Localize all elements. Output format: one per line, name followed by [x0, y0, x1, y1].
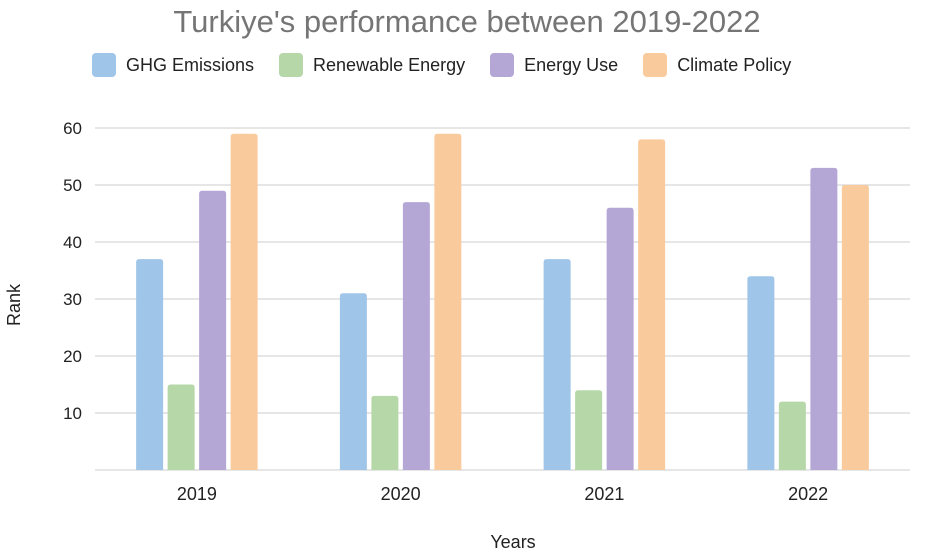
- legend-item-ghg-emissions: GHG Emissions: [92, 53, 254, 77]
- y-tick-label: 30: [63, 290, 82, 309]
- bar-climate-policy: [841, 185, 869, 470]
- bar-ghg-emissions: [543, 259, 571, 470]
- x-tick-label: 2020: [381, 484, 421, 504]
- x-tick-label: 2021: [584, 484, 624, 504]
- y-axis-title: Rank: [4, 283, 24, 326]
- legend-label: Climate Policy: [677, 54, 792, 75]
- chart-title: Turkiye's performance between 2019-2022: [173, 4, 761, 39]
- x-axis-title: Years: [490, 532, 535, 552]
- x-tick-label: 2019: [177, 484, 217, 504]
- bar-energy-use: [606, 207, 634, 471]
- bar-renewable-energy: [371, 395, 399, 470]
- legend-swatch-climate-policy: [643, 53, 668, 77]
- y-tick-label: 50: [63, 176, 82, 195]
- bar-renewable-energy: [167, 384, 195, 470]
- y-tick-label: 10: [63, 404, 82, 423]
- bar-climate-policy: [638, 139, 666, 470]
- legend-swatch-energy-use: [490, 53, 515, 77]
- bar-ghg-emissions: [339, 293, 367, 470]
- y-tick-label: 40: [63, 233, 82, 252]
- legend-item-energy-use: Energy Use: [490, 53, 618, 77]
- legend: GHG Emissions Renewable Energy Energy Us…: [92, 52, 816, 78]
- legend-swatch-renewable-energy: [279, 53, 304, 77]
- legend-item-climate-policy: Climate Policy: [643, 53, 791, 77]
- y-tick-label: 20: [63, 347, 82, 366]
- legend-label: Energy Use: [524, 54, 619, 75]
- legend-label: Renewable Energy: [313, 54, 466, 75]
- legend-label: GHG Emissions: [126, 54, 255, 75]
- bar-ghg-emissions: [747, 276, 775, 470]
- bar-ghg-emissions: [136, 259, 164, 470]
- bar-energy-use: [402, 202, 430, 470]
- bar-climate-policy: [230, 133, 258, 470]
- legend-item-renewable-energy: Renewable Energy: [279, 53, 465, 77]
- legend-swatch-ghg-emissions: [92, 53, 116, 77]
- bar-energy-use: [199, 190, 227, 470]
- bar-energy-use: [810, 167, 838, 470]
- y-tick-label: 60: [63, 119, 82, 138]
- bar-renewable-energy: [778, 401, 806, 470]
- x-tick-label: 2022: [788, 484, 828, 504]
- bar-renewable-energy: [575, 390, 603, 470]
- bar-climate-policy: [434, 133, 462, 470]
